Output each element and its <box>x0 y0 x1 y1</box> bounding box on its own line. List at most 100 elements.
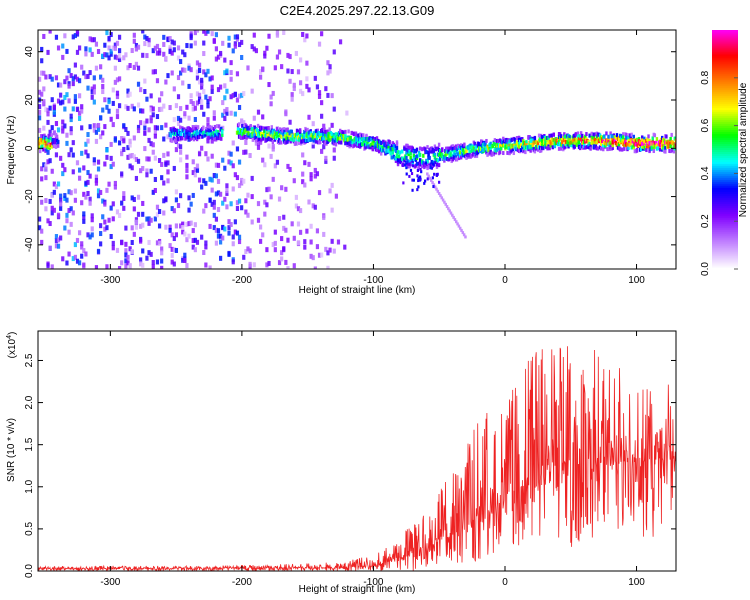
spectrogram-cell <box>90 213 94 219</box>
spectrogram-cell <box>191 106 195 112</box>
spectrogram-cell <box>548 146 551 151</box>
spectrogram-cell <box>130 165 134 171</box>
spectrogram-cell <box>44 175 48 181</box>
spectrogram-cell <box>128 91 132 97</box>
colorbar-segment <box>712 203 738 206</box>
spectrogram-cell <box>266 133 269 138</box>
spectrogram-cell <box>105 225 109 231</box>
spectrogram-cell <box>531 142 534 147</box>
spectrogram-cell <box>277 49 282 55</box>
spectrogram-cell <box>46 263 50 269</box>
spectrogram-cell <box>472 146 476 151</box>
spectrogram-cell <box>618 133 622 138</box>
spectrogram-cell <box>286 237 290 243</box>
spectrogram-cell <box>71 169 75 175</box>
spectrogram-cell <box>44 206 48 212</box>
colorbar-segment <box>712 81 738 85</box>
spectrogram-cell <box>103 161 107 167</box>
spectrogram-cell <box>50 264 54 269</box>
spectrogram-cell <box>330 132 333 137</box>
spectrogram-cell <box>547 136 550 141</box>
spectrogram-cell <box>168 36 172 42</box>
spectrogram-cell <box>170 246 174 252</box>
spectrogram-cell <box>227 159 231 165</box>
spectrogram-cell <box>77 175 82 181</box>
spectrogram-cell <box>176 45 181 51</box>
spectrogram-cell <box>229 60 233 66</box>
spectrogram-cell <box>401 149 404 154</box>
spectrogram-cell <box>431 181 434 185</box>
spectrogram-cell <box>244 198 248 204</box>
spectrogram-cell <box>457 156 461 161</box>
spectrogram-cell <box>73 62 77 68</box>
spectrogram-cell <box>223 95 227 101</box>
colorbar-segment <box>712 201 738 204</box>
spectrogram-cell <box>132 154 136 160</box>
spectrogram-cell <box>54 238 59 244</box>
spectrogram-cell <box>174 247 179 253</box>
spectrogram-cell <box>231 241 235 247</box>
spectrogram-cell <box>391 147 394 152</box>
spectrogram-cell <box>202 208 206 214</box>
spectrogram-cell <box>451 146 454 151</box>
spectrogram-cell <box>437 142 441 147</box>
spectrogram-cell <box>358 139 362 144</box>
spectrogram-cell <box>45 147 48 152</box>
spectrogram-cell <box>50 133 54 138</box>
spectrogram-ridge <box>38 122 676 192</box>
spectrogram-cell <box>244 139 248 145</box>
spectrogram-cell <box>63 167 67 173</box>
spectrogram-cell <box>189 201 193 207</box>
spectrogram-cell <box>67 83 71 89</box>
spectrogram-cell <box>265 202 269 208</box>
spectrogram-cell <box>265 126 268 131</box>
spectrogram-cell <box>179 144 183 150</box>
spectrogram-cell <box>84 141 88 147</box>
spectrogram-cell <box>433 152 437 157</box>
spectrogram-cell <box>233 43 237 49</box>
spectrogram-cell <box>126 130 130 136</box>
colorbar-segment <box>712 185 738 188</box>
spectrogram-cell <box>456 152 460 157</box>
spectrogram-cell <box>301 171 305 177</box>
spectrogram-cell <box>273 240 277 246</box>
spectrogram-cell <box>417 176 420 180</box>
spectrogram-cell <box>325 136 328 141</box>
spectrogram-cell <box>244 149 248 155</box>
spectrogram-cell <box>176 55 181 61</box>
spectrogram-cell <box>322 130 325 135</box>
spectrogram-cell <box>458 150 462 155</box>
spectrogram-cell <box>191 101 195 107</box>
spectrogram-cell <box>668 139 671 144</box>
spectrogram-cell <box>468 150 471 155</box>
spectrogram-cell <box>227 42 231 48</box>
spectrogram-cell <box>139 87 143 93</box>
spectrogram-cell <box>204 151 208 157</box>
spectrogram-cell <box>42 33 46 39</box>
spectrogram-cell <box>337 140 341 145</box>
spectrogram-cell <box>50 210 54 216</box>
spectrogram-cell <box>124 241 128 247</box>
spectrogram-cell <box>315 171 320 177</box>
spectrogram-cell <box>157 209 162 215</box>
spectrogram-cell <box>286 163 290 169</box>
spectrogram-cell <box>143 34 147 40</box>
spectrogram-cell <box>194 132 198 137</box>
spectrogram-cell <box>40 176 44 182</box>
spectrogram-cell <box>609 140 612 145</box>
spectrogram-cell <box>170 50 174 56</box>
spectrogram-cell <box>183 127 186 132</box>
spectrogram-cell <box>581 133 584 138</box>
spectrogram-cell <box>525 143 528 148</box>
spectrogram-cell <box>617 138 621 143</box>
spectrogram-cell <box>103 42 107 48</box>
y-tick-label: 0 <box>24 145 35 151</box>
spectrogram-cell <box>645 148 648 153</box>
spectrogram-cell <box>289 136 292 141</box>
spectrogram-cell <box>430 166 434 170</box>
spectrogram-cell <box>46 149 50 155</box>
spectrogram-cell <box>169 133 172 138</box>
spectrogram-cell <box>56 212 61 218</box>
spectrogram-cell <box>489 141 492 146</box>
spectrogram-cell <box>193 247 197 253</box>
